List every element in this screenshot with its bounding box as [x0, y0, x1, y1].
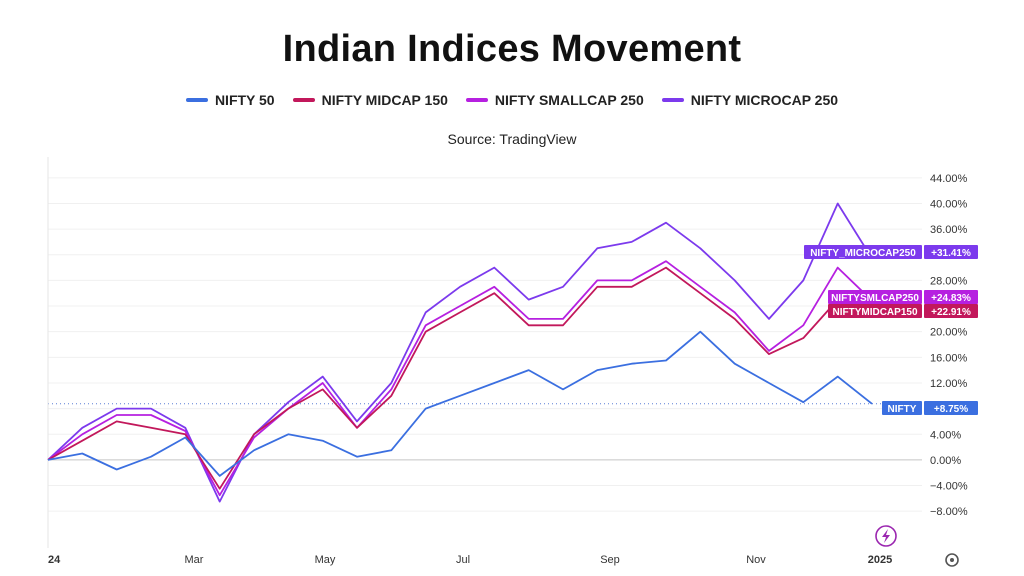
lightning-icon[interactable]: [875, 525, 897, 547]
series-line-1: [47, 266, 873, 490]
legend-label-nifty50: NIFTY 50: [214, 92, 275, 108]
end-tag-2: NIFTYSMLCAP250 +24.83%: [828, 290, 978, 304]
legend-swatch-microcap250: [661, 98, 684, 102]
series-lines: [47, 202, 873, 503]
series-end-tags: NIFTY +8.75% NIFTYMIDCAP150 +22.91% NIFTYSML…: [804, 245, 978, 415]
y-tick-label: 44.00%: [930, 173, 968, 185]
end-tag-value: +8.75%: [934, 404, 968, 415]
series-line-3: [47, 202, 873, 503]
x-tick-label: 2025: [868, 554, 892, 566]
series-line-2: [47, 260, 873, 497]
legend-label-smallcap250: NIFTY SMALLCAP 250: [494, 92, 644, 108]
legend-swatch-midcap150: [292, 98, 315, 102]
end-tag-1: NIFTYMIDCAP150 +22.91%: [828, 304, 978, 318]
y-tick-label: 12.00%: [930, 378, 968, 390]
legend-swatch-smallcap250: [465, 98, 488, 102]
x-axis-labels: 24 Mar May Jul Sep Nov 2025: [48, 554, 892, 566]
x-tick-label: Nov: [746, 554, 766, 566]
legend-label-microcap250: NIFTY MICROCAP 250: [690, 92, 839, 108]
x-tick-label: Sep: [600, 554, 620, 566]
x-tick-label: May: [315, 554, 336, 566]
y-tick-label: 28.00%: [930, 275, 968, 287]
y-tick-label: −4.00%: [930, 481, 968, 493]
legend-item-nifty50[interactable]: NIFTY 50: [185, 92, 275, 108]
legend-swatch-nifty50: [185, 98, 208, 102]
legend-item-midcap150[interactable]: NIFTY MIDCAP 150: [292, 92, 448, 108]
legend-item-smallcap250[interactable]: NIFTY SMALLCAP 250: [465, 92, 644, 108]
y-tick-label: 36.00%: [930, 224, 968, 236]
chart-title: Indian Indices Movement: [282, 28, 742, 70]
x-tick-label: Mar: [185, 554, 204, 566]
y-tick-label: 40.00%: [930, 198, 968, 210]
grid-lines: [47, 157, 922, 548]
end-tag-name: NIFTY_MICROCAP250: [810, 248, 916, 259]
end-tag-value: +31.41%: [931, 248, 971, 259]
y-tick-label: −8.00%: [930, 506, 968, 518]
settings-icon[interactable]: [945, 553, 959, 567]
source-note: Source: TradingView: [447, 131, 577, 147]
end-tag-value: +24.83%: [931, 293, 971, 304]
y-tick-label: 4.00%: [930, 429, 961, 441]
end-tag-name: NIFTYSMLCAP250: [831, 293, 919, 304]
y-tick-label: 20.00%: [930, 327, 968, 339]
end-tag-name: NIFTYMIDCAP150: [832, 307, 917, 318]
y-tick-label: 0.00%: [930, 455, 961, 467]
legend-item-microcap250[interactable]: NIFTY MICROCAP 250: [661, 92, 839, 108]
end-tag-name: NIFTY: [888, 404, 917, 415]
legend: NIFTY 50 NIFTY MIDCAP 150 NIFTY SMALLCAP…: [0, 92, 1024, 108]
y-tick-label: 16.00%: [930, 352, 968, 364]
x-tick-label: Jul: [456, 554, 470, 566]
end-tag-0: NIFTY +8.75%: [882, 401, 978, 415]
y-axis-labels: 44.00%40.00%36.00%32.00%28.00%24.00%20.0…: [930, 173, 968, 518]
x-tick-label: 24: [48, 554, 61, 566]
end-tag-value: +22.91%: [931, 307, 971, 318]
legend-label-midcap150: NIFTY MIDCAP 150: [321, 92, 448, 108]
series-line-0: [47, 330, 873, 477]
end-tag-3: NIFTY_MICROCAP250 +31.41%: [804, 245, 978, 259]
